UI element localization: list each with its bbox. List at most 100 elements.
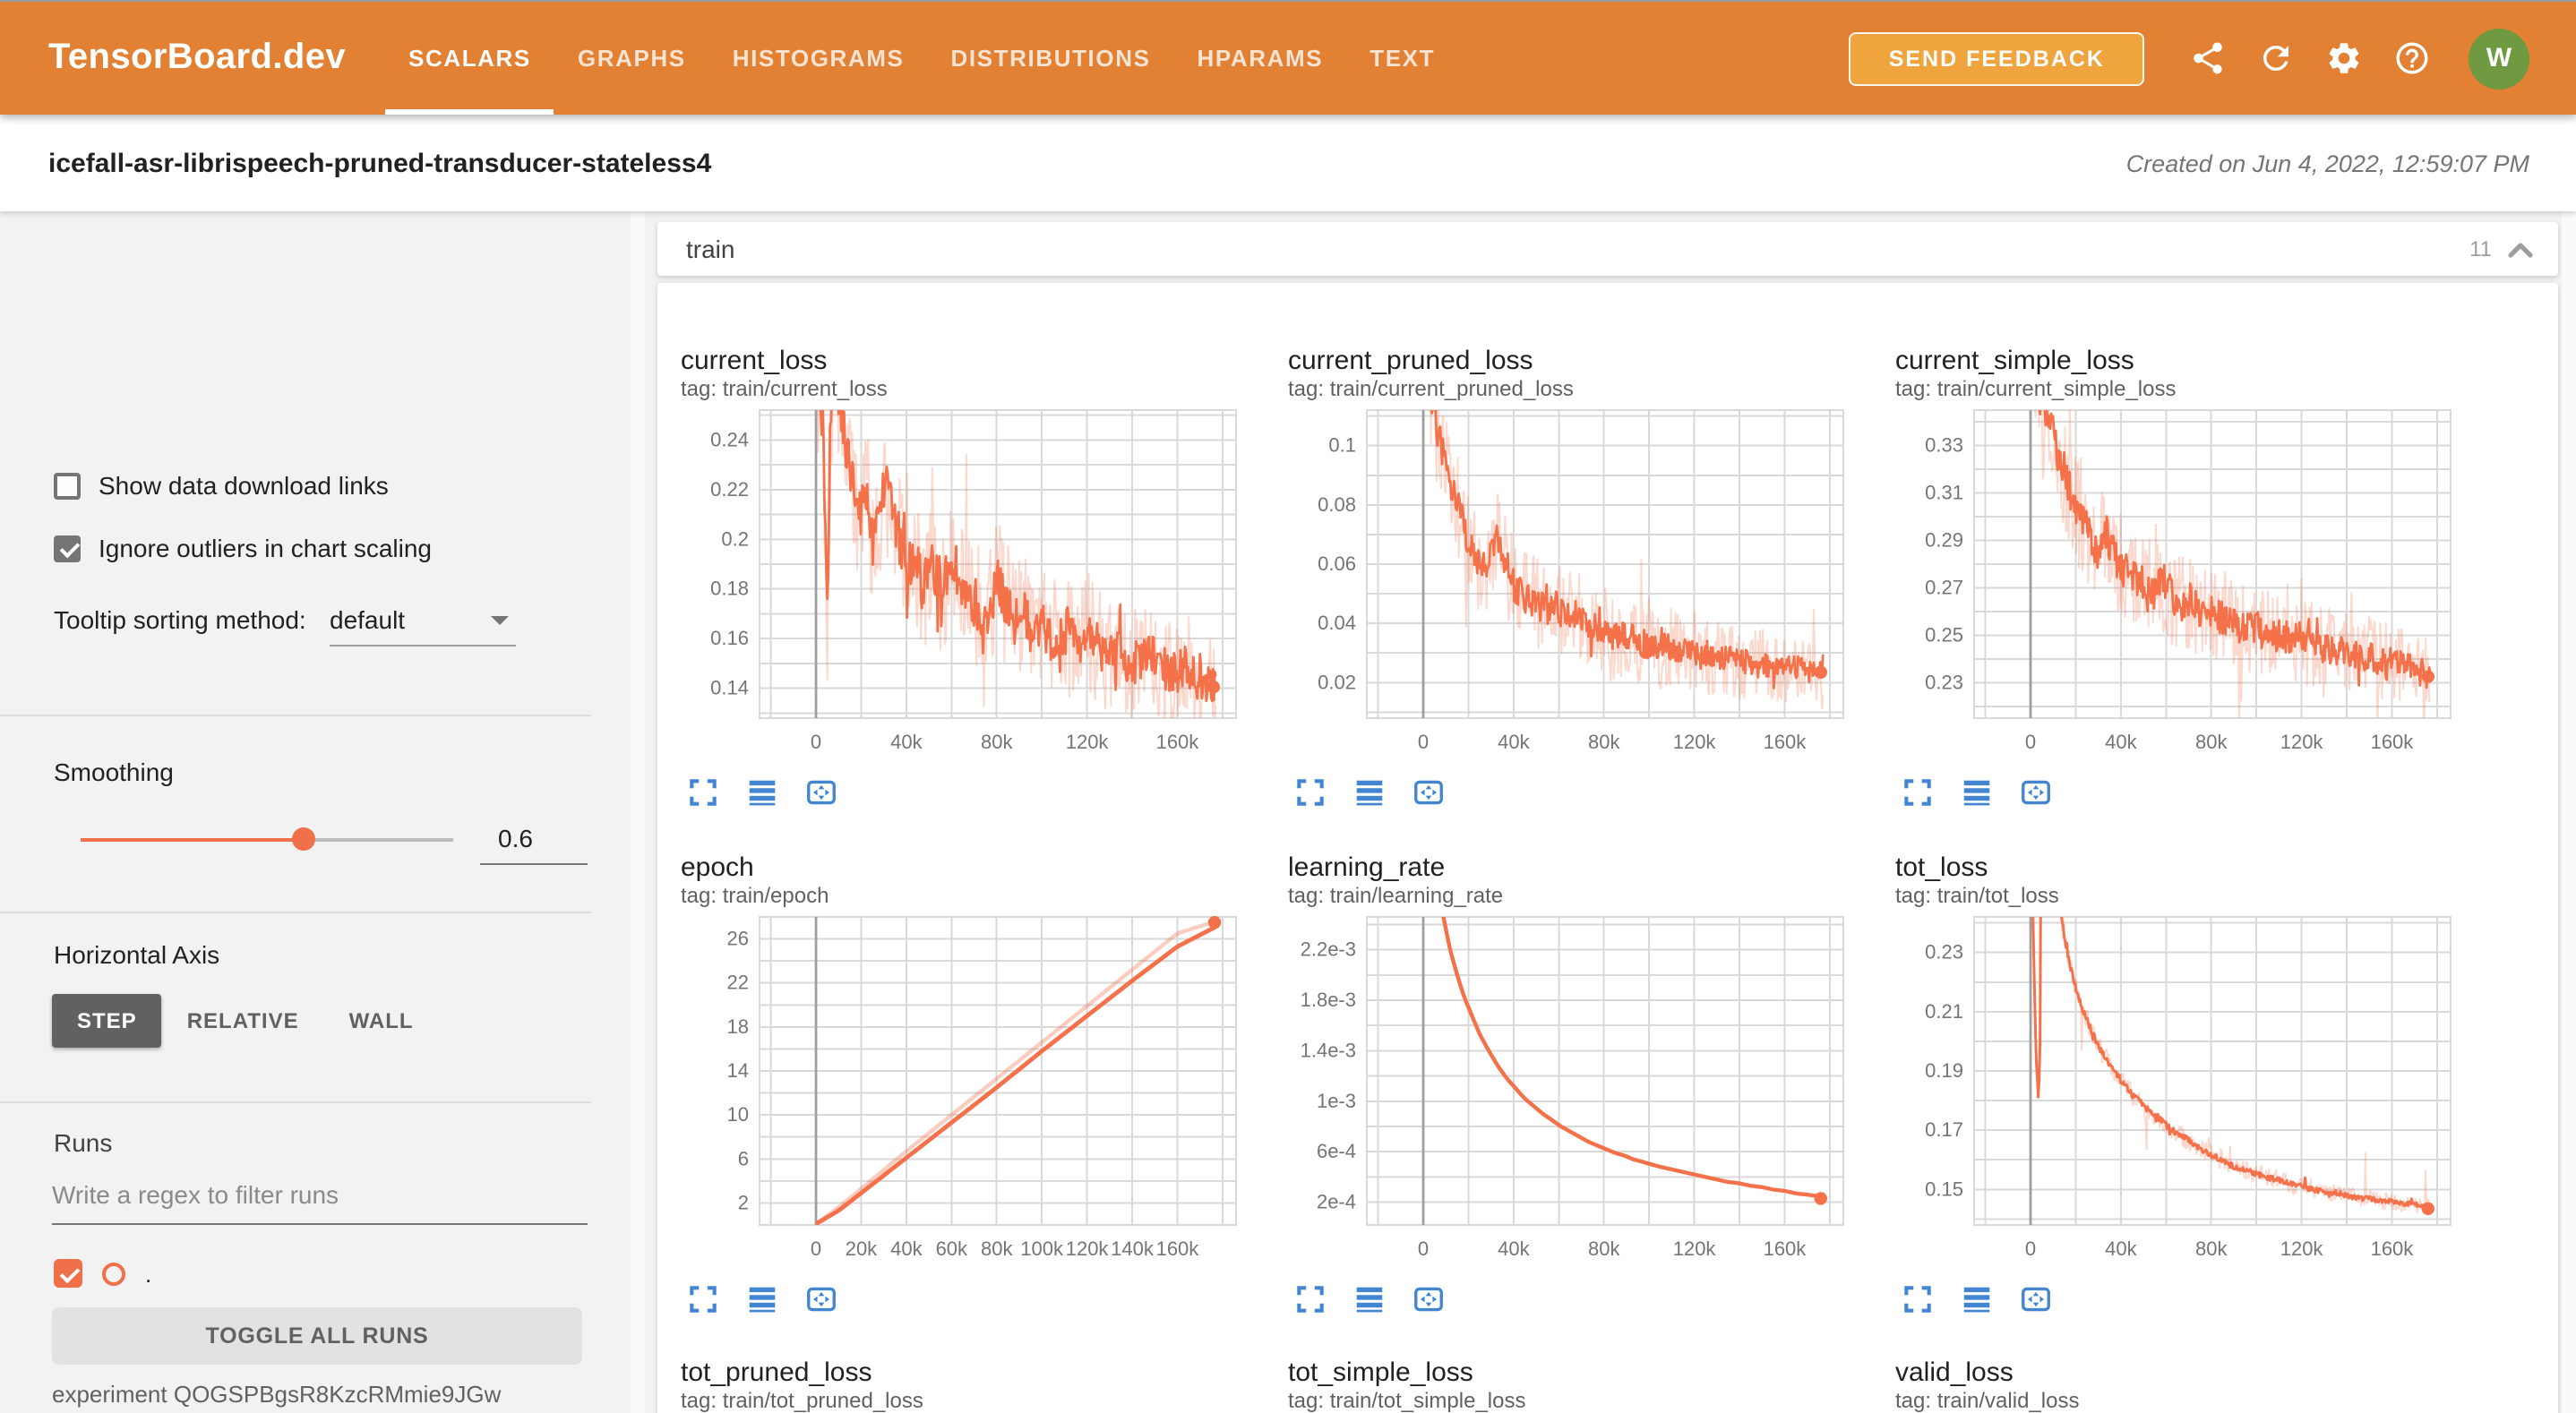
runs-label: Runs [54, 1128, 113, 1157]
chart-title-current_loss: current_loss [681, 346, 828, 376]
tab-scalars[interactable]: SCALARS [385, 2, 555, 115]
sidebar-scrollbar[interactable] [631, 211, 645, 1413]
send-feedback-button[interactable]: SEND FEEDBACK [1849, 31, 2144, 85]
svg-text:40k: 40k [1498, 731, 1530, 753]
svg-text:0.31: 0.31 [1925, 482, 1963, 504]
page-scrollbar[interactable] [2562, 211, 2576, 1413]
log-scale-icon[interactable] [745, 775, 779, 809]
show-download-links-row[interactable]: Show data download links [54, 471, 389, 500]
tab-histograms[interactable]: HISTOGRAMS [732, 45, 905, 72]
run-checkbox[interactable] [54, 1259, 82, 1288]
chart-toolbar-current_loss [681, 775, 1272, 809]
smoothing-slider[interactable] [81, 827, 453, 851]
svg-text:0.25: 0.25 [1925, 623, 1963, 646]
chart-tile-current_pruned_loss: current_pruned_loss tag: train/current_pr… [1288, 346, 1879, 809]
run-color-circle[interactable] [102, 1262, 125, 1285]
sidebar-divider [0, 1101, 591, 1103]
show-download-links-checkbox[interactable] [54, 472, 81, 499]
chart-tile-current_loss: current_loss tag: train/current_loss 0.24 0… [681, 346, 1272, 809]
chart-tag-tot_loss: tag: train/tot_loss [1895, 882, 2059, 907]
expand-chart-icon[interactable] [1901, 1281, 1935, 1315]
svg-text:6: 6 [738, 1146, 749, 1169]
experiment-id-line: experiment QOGSPBgsR8KzcRMmie9JGw [52, 1381, 502, 1408]
svg-text:2e-4: 2e-4 [1317, 1190, 1356, 1212]
settings-icon[interactable] [2325, 39, 2363, 77]
svg-text:0.08: 0.08 [1318, 493, 1356, 516]
log-scale-icon[interactable] [1352, 1281, 1387, 1315]
svg-text:0.14: 0.14 [710, 677, 749, 699]
topbar-tabs: SCALARS GRAPHS HISTOGRAMS DISTRIBUTIONS HPAR… [385, 2, 1458, 115]
expand-chart-icon[interactable] [1901, 775, 1935, 809]
chart-toolbar-tot_loss [1895, 1281, 2486, 1315]
share-icon[interactable] [2189, 39, 2227, 77]
svg-text:40k: 40k [890, 731, 923, 753]
chart-tile-tot_pruned_loss: tot_pruned_loss tag: train/tot_pruned_los… [681, 1357, 1272, 1413]
slider-thumb[interactable] [292, 827, 316, 851]
chart-canvas-current_loss[interactable]: 0.24 0.22 0.2 0.18 0.16 0.14 0 40k 80k 120k 160k [681, 403, 1272, 761]
log-scale-icon[interactable] [1960, 1281, 1994, 1315]
chart-tag-epoch: tag: train/epoch [681, 882, 829, 907]
tooltip-sorting-dropdown[interactable]: default [330, 605, 516, 647]
smoothing-value-input[interactable]: 0.6 [480, 824, 588, 865]
chart-tile-learning_rate: learning_rate tag: train/learning_rate 2.2… [1288, 852, 1879, 1315]
tab-graphs[interactable]: GRAPHS [577, 45, 686, 72]
fit-data-icon[interactable] [2019, 1281, 2053, 1315]
slider-fill [81, 838, 305, 842]
ignore-outliers-label: Ignore outliers in chart scaling [99, 534, 432, 562]
toggle-all-runs-button[interactable]: TOGGLE ALL RUNS [52, 1307, 582, 1365]
chart-title-epoch: epoch [681, 852, 754, 882]
sidebar-divider [0, 912, 591, 913]
chart-title-tot_simple_loss: tot_simple_loss [1288, 1357, 1473, 1388]
svg-text:0.17: 0.17 [1925, 1118, 1963, 1140]
user-avatar[interactable]: W [2469, 28, 2529, 89]
refresh-icon[interactable] [2257, 39, 2295, 77]
chart-toolbar-epoch [681, 1281, 1272, 1315]
chart-canvas-epoch[interactable]: 26 22 18 14 10 6 2 0 20k 40k 60k 80k 100k 120k 140k 160… [681, 909, 1272, 1267]
fit-data-icon[interactable] [1412, 775, 1446, 809]
relative-button[interactable]: RELATIVE [186, 1008, 299, 1033]
fit-data-icon[interactable] [804, 775, 838, 809]
chart-canvas-current_simple_loss[interactable]: 0.33 0.31 0.29 0.27 0.25 0.23 0 40k 80k 120k 160k [1895, 403, 2486, 761]
wall-button[interactable]: WALL [348, 1008, 414, 1033]
chart-canvas-tot_loss[interactable]: 0.23 0.21 0.19 0.17 0.15 0 40k 80k 120k 160k [1895, 909, 2486, 1267]
log-scale-icon[interactable] [745, 1281, 779, 1315]
svg-text:120k: 120k [1066, 1237, 1110, 1259]
fit-data-icon[interactable] [1412, 1281, 1446, 1315]
run-name: . [145, 1260, 152, 1287]
svg-text:20k: 20k [846, 1237, 878, 1259]
chart-tag-valid_loss: tag: train/valid_loss [1895, 1388, 2080, 1413]
chart-canvas-current_pruned_loss[interactable]: 0.1 0.08 0.06 0.04 0.02 0 40k 80k 120k 160k [1288, 403, 1879, 761]
fit-data-icon[interactable] [2019, 775, 2053, 809]
chevron-up-icon[interactable] [2508, 241, 2533, 257]
svg-text:0.15: 0.15 [1925, 1177, 1963, 1199]
svg-text:0.18: 0.18 [710, 578, 749, 600]
tab-text[interactable]: TEXT [1370, 45, 1436, 72]
svg-text:120k: 120k [1066, 731, 1110, 753]
fit-data-icon[interactable] [804, 1281, 838, 1315]
chart-tag-tot_pruned_loss: tag: train/tot_pruned_loss [681, 1388, 923, 1413]
log-scale-icon[interactable] [1960, 775, 1994, 809]
run-row: . [54, 1259, 151, 1288]
tab-distributions[interactable]: DISTRIBUTIONS [950, 45, 1151, 72]
expand-chart-icon[interactable] [1293, 1281, 1327, 1315]
runs-filter-input[interactable] [52, 1180, 588, 1225]
chart-toolbar-current_pruned_loss [1288, 775, 1879, 809]
help-icon[interactable] [2393, 39, 2431, 77]
expand-chart-icon[interactable] [686, 1281, 720, 1315]
expand-chart-icon[interactable] [686, 775, 720, 809]
log-scale-icon[interactable] [1352, 775, 1387, 809]
tab-hparams[interactable]: HPARAMS [1197, 45, 1324, 72]
train-section-header[interactable]: train 11 [657, 222, 2558, 276]
top-hairline [0, 0, 2576, 2]
smoothing-label: Smoothing [54, 758, 174, 786]
chart-canvas-learning_rate[interactable]: 2.2e-3 1.8e-3 1.4e-3 1e-3 6e-4 2e-4 0 40k 80k 120… [1288, 909, 1879, 1267]
ignore-outliers-checkbox[interactable] [54, 535, 81, 561]
step-button[interactable]: STEP [52, 994, 162, 1048]
ignore-outliers-row[interactable]: Ignore outliers in chart scaling [54, 534, 432, 562]
svg-text:14: 14 [727, 1058, 749, 1081]
svg-text:0.02: 0.02 [1318, 671, 1356, 693]
svg-text:0: 0 [1418, 731, 1429, 753]
expand-chart-icon[interactable] [1293, 775, 1327, 809]
svg-text:6e-4: 6e-4 [1317, 1139, 1356, 1161]
